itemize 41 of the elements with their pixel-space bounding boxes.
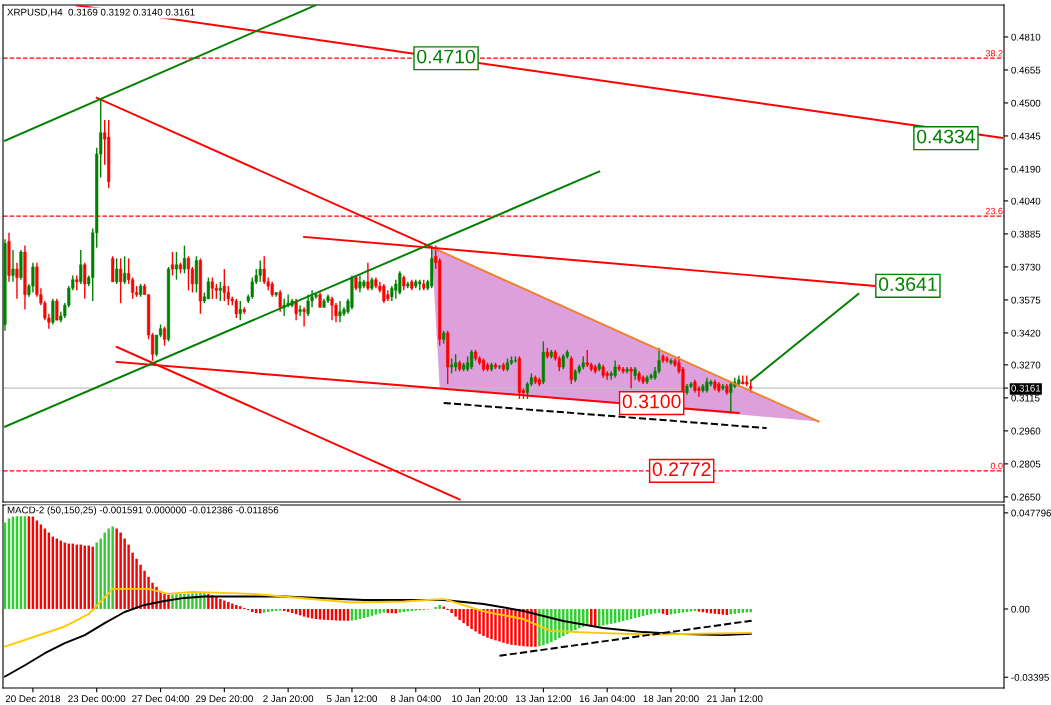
y-tick-label: -0.03395 [1011,673,1049,681]
x-tick-label: 29 Dec 20:00 [195,695,253,703]
y-tick-label: 0.4190 [1011,165,1041,173]
annotation: 23.6 [985,207,1003,215]
annotation: 0.3641 [878,277,937,292]
y-tick-label: 0.4655 [1011,66,1041,74]
y-tick-label: 0.2960 [1011,427,1041,435]
x-tick-label: 2 Jan 20:00 [263,695,314,703]
x-tick-label: 20 Dec 2018 [5,695,61,703]
y-tick-label: 0.4345 [1011,132,1041,140]
y-tick-label: 0.4810 [1011,33,1041,41]
y-tick-label: 0.4040 [1011,197,1041,205]
x-tick-label: 10 Jan 20:00 [452,695,508,703]
annotation: 0.2772 [652,462,711,477]
y-tick-label: 0.4500 [1011,99,1041,107]
y-tick-label: 0.3885 [1011,230,1041,238]
chart-title: MACD-2 (50,150,25) -0.001591 0.000000 -0.012386 -0.011856 [7,506,279,516]
y-tick-label: 0.3115 [1011,394,1040,402]
y-tick-label: 0.00 [1011,605,1030,613]
y-tick-label: 0.3161 [1011,384,1041,392]
y-tick-label: 0.3270 [1011,361,1041,369]
y-tick-label: 0.047796 [1011,509,1051,517]
x-tick-label: 27 Dec 04:00 [132,695,190,703]
x-tick-label: 13 Jan 12:00 [516,695,572,703]
x-tick-label: 16 Jan 04:00 [579,695,635,703]
y-tick-label: 0.2650 [1011,493,1041,501]
annotation: 38.2 [985,50,1003,57]
chart-title: XRPUSD,H4 0.3169 0.3192 0.3140 0.3161 [7,8,195,17]
x-tick-label: 5 Jan 12:00 [326,695,377,703]
annotation: 0.3100 [622,394,681,409]
x-tick-label: 18 Jan 20:00 [643,695,699,703]
x-tick-label: 21 Jan 12:00 [707,695,763,703]
annotation: 0.4334 [916,129,976,144]
x-tick-label: 8 Jan 04:00 [390,695,441,703]
y-tick-label: 0.3575 [1011,296,1041,304]
annotation: 0.4710 [417,49,476,64]
y-tick-label: 0.2805 [1011,460,1041,468]
x-tick-label: 23 Dec 00:00 [68,695,126,703]
annotation: 0.0 [990,462,1003,470]
y-tick-label: 0.3420 [1011,329,1041,337]
y-tick-label: 0.3730 [1011,263,1041,271]
